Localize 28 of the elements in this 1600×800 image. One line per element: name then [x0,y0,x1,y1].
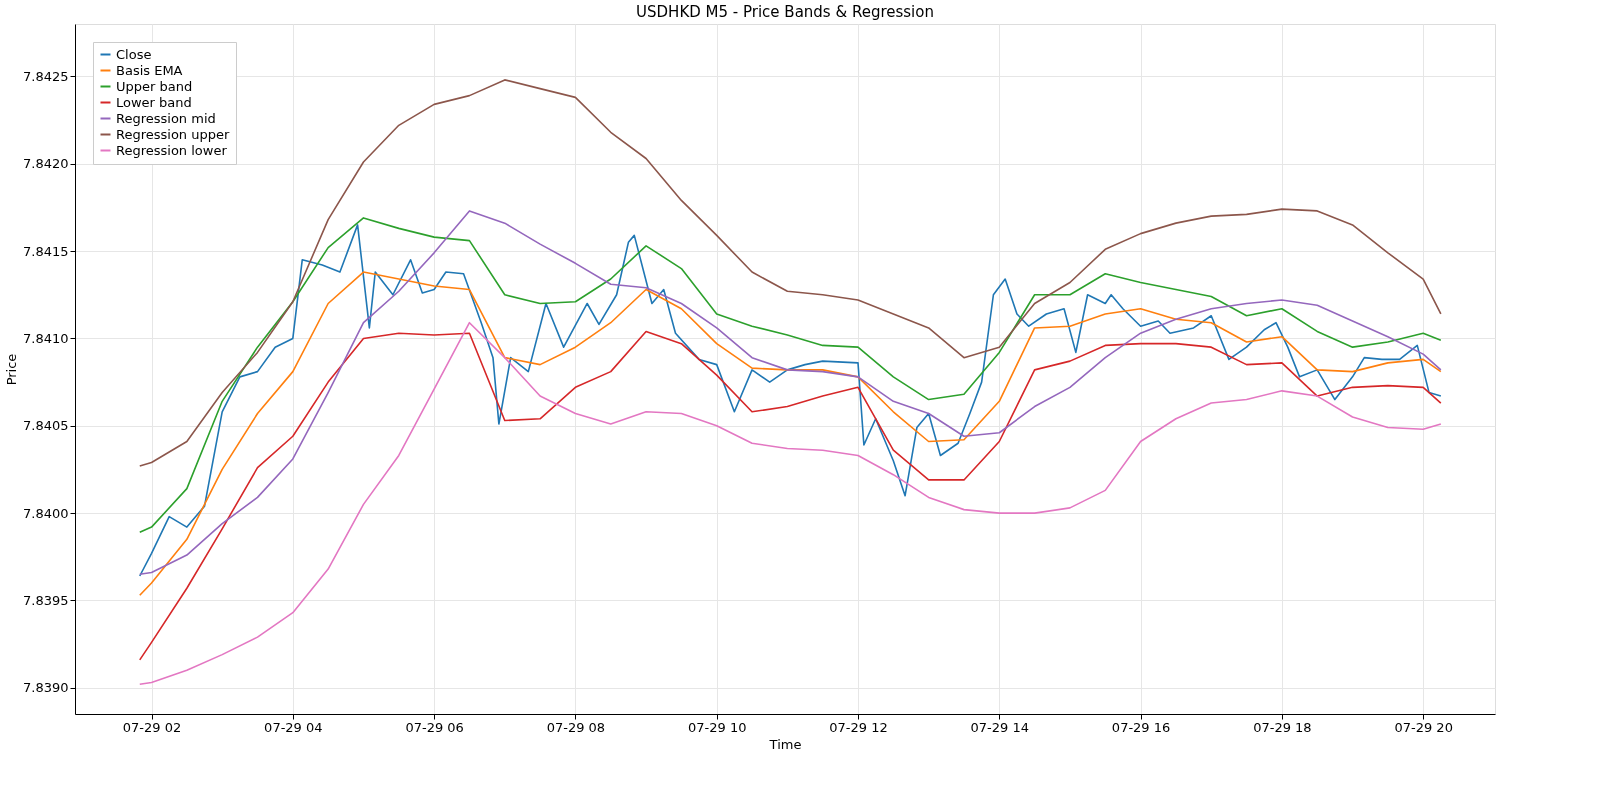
x-tick-label: 07-29 10 [687,719,747,735]
y-axis-title: Price [4,353,20,386]
x-tick-label: 07-29 08 [546,719,606,735]
legend-label: Basis EMA [116,62,183,78]
y-tick-label: 7.8410 [23,330,69,346]
legend-label: Regression upper [116,126,230,142]
y-tick-label: 7.8400 [23,505,69,521]
y-tick-label: 7.8395 [23,592,69,608]
legend-label: Regression lower [116,142,228,158]
x-tick-label: 07-29 14 [970,719,1030,735]
y-tick-label: 7.8390 [23,680,69,696]
x-tick-label: 07-29 18 [1253,719,1312,735]
x-tick-label: 07-29 04 [264,719,323,735]
x-tick-label: 07-29 20 [1394,719,1453,735]
y-tick-label: 7.8425 [23,68,69,84]
x-tick-label: 07-29 06 [405,719,464,735]
x-tick-label: 07-29 16 [1111,719,1171,735]
y-tick-label: 7.8405 [23,418,69,434]
legend-label: Lower band [116,94,192,110]
x-tick-label: 07-29 02 [122,719,182,735]
y-tick-label: 7.8420 [23,156,69,172]
chart-title: USDHKD M5 - Price Bands & Regression [636,3,934,21]
legend-label: Regression mid [116,110,216,126]
x-axis-title: Time [768,736,802,752]
legend-label: Upper band [116,78,193,94]
y-tick-label: 7.8415 [23,243,69,259]
x-tick-label: 07-29 12 [829,719,888,735]
legend-label: Close [116,46,152,62]
